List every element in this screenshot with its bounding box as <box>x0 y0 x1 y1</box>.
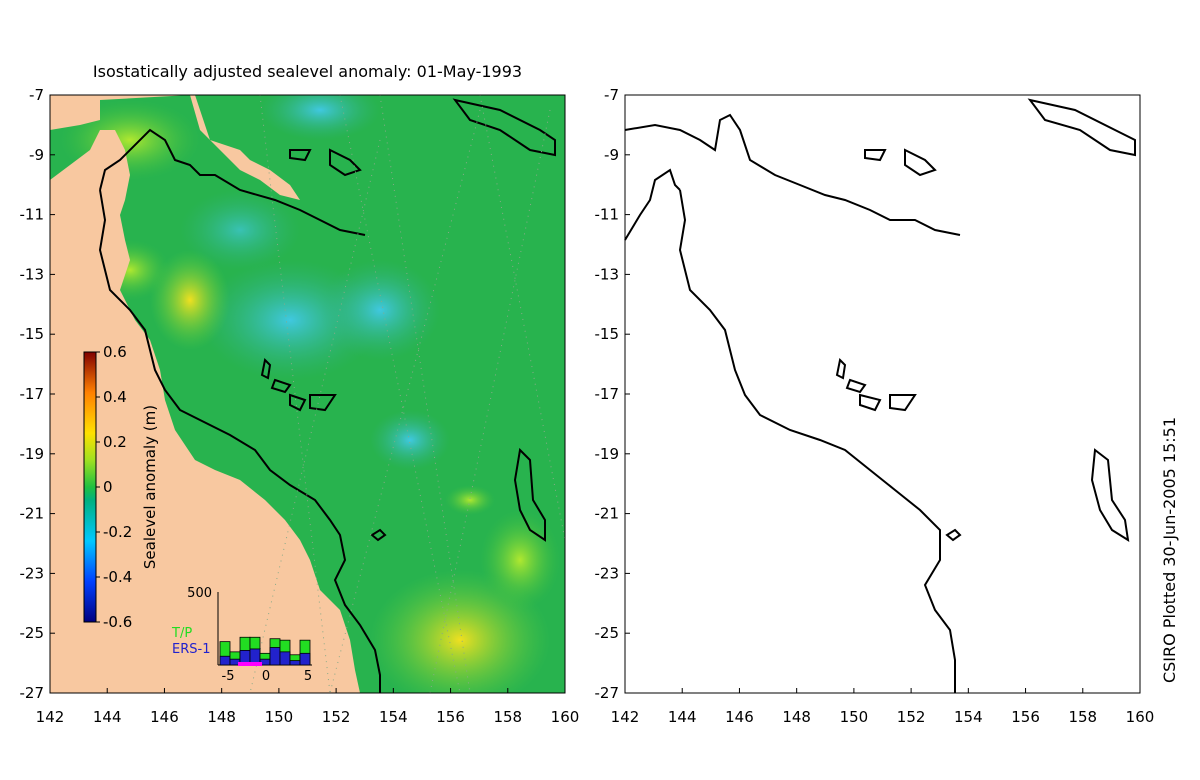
x-tick-label: 142 <box>36 708 65 726</box>
colorbar-tick-label: 0 <box>103 478 113 496</box>
x-tick-label: 158 <box>493 708 522 726</box>
y-tick-label: -23 <box>20 564 45 582</box>
colorbar: 0.6 0.4 0.2 0 -0.2 -0.4 -0.6 Sealevel anomaly … <box>83 343 159 631</box>
y-tick-label: -13 <box>595 265 620 283</box>
x-tick-label: 150 <box>265 708 294 726</box>
y-tick-label: -9 <box>604 146 619 164</box>
map-title: Isostatically adjusted sealevel anomaly:… <box>92 62 523 81</box>
ers-bar <box>219 655 231 666</box>
y-tick-label: -27 <box>20 684 45 702</box>
y-tick-label: -27 <box>595 684 620 702</box>
inset-histogram: 500 T/P ERS-1 -5 0 5 <box>171 586 312 684</box>
y-tick-label: -17 <box>20 385 45 403</box>
ers-bar <box>279 651 291 666</box>
legend-tp: T/P <box>171 626 192 641</box>
right-y-axis: -7 -9 -11 -13 -15 -17 -19 -21 -23 -25 -27 <box>595 86 630 702</box>
inset-xtick-5: 5 <box>304 669 312 684</box>
x-tick-label: 156 <box>436 708 465 726</box>
x-tick-label: 152 <box>897 708 926 726</box>
y-tick-label: -19 <box>595 445 620 463</box>
x-tick-label: 158 <box>1068 708 1097 726</box>
x-tick-label: 160 <box>1126 708 1155 726</box>
x-tick-label: 148 <box>782 708 811 726</box>
y-tick-label: -19 <box>20 445 45 463</box>
colorbar-tick-label: 0.2 <box>103 433 127 451</box>
x-tick-label: 150 <box>840 708 869 726</box>
y-tick-label: -11 <box>20 206 45 224</box>
x-tick-label: 160 <box>551 708 580 726</box>
anomaly-map <box>50 95 565 693</box>
x-tick-label: 154 <box>954 708 983 726</box>
x-tick-label: 148 <box>207 708 236 726</box>
coastline-map <box>624 94 1141 694</box>
x-tick-label: 144 <box>668 708 697 726</box>
colorbar-tick-label: -0.2 <box>103 523 132 541</box>
colorbar-label: Sealevel anomaly (m) <box>141 405 159 569</box>
x-tick-label: 142 <box>611 708 640 726</box>
inset-xtick-neg5: -5 <box>222 669 235 684</box>
x-tick-label: 156 <box>1011 708 1040 726</box>
inset-ytick: 500 <box>187 586 212 601</box>
x-tick-label: 152 <box>322 708 351 726</box>
left-x-axis: 142 144 146 148 150 152 154 156 158 160 <box>36 688 580 726</box>
y-tick-label: -21 <box>595 505 620 523</box>
colorbar-tick-label: -0.4 <box>103 568 132 586</box>
y-tick-label: -17 <box>595 385 620 403</box>
y-tick-label: -21 <box>20 505 45 523</box>
inset-xtick-0: 0 <box>262 669 270 684</box>
y-tick-label: -25 <box>595 624 620 642</box>
colorbar-tick-label: -0.6 <box>103 613 132 631</box>
x-tick-label: 146 <box>150 708 179 726</box>
y-tick-label: -15 <box>595 325 620 343</box>
y-tick-label: -9 <box>29 146 44 164</box>
x-tick-label: 146 <box>725 708 754 726</box>
y-tick-label: -13 <box>20 265 45 283</box>
colorbar-tick-label: 0.4 <box>103 388 127 406</box>
colorbar-tick-label: 0.6 <box>103 343 127 361</box>
y-tick-label: -23 <box>595 564 620 582</box>
y-tick-label: -7 <box>29 86 44 104</box>
left-y-axis: -7 -9 -11 -13 -15 -17 -19 -21 -23 -25 -27 <box>20 86 55 702</box>
y-tick-label: -15 <box>20 325 45 343</box>
ers-bar <box>299 652 311 666</box>
legend-ers: ERS-1 <box>172 642 210 657</box>
right-x-axis: 142 144 146 148 150 152 154 156 158 160 <box>611 688 1155 726</box>
x-tick-label: 154 <box>379 708 408 726</box>
ers-bar <box>269 647 281 666</box>
y-tick-label: -7 <box>604 86 619 104</box>
ers-bar <box>289 660 301 666</box>
y-tick-label: -25 <box>20 624 45 642</box>
y-tick-label: -11 <box>595 206 620 224</box>
x-tick-label: 144 <box>93 708 122 726</box>
